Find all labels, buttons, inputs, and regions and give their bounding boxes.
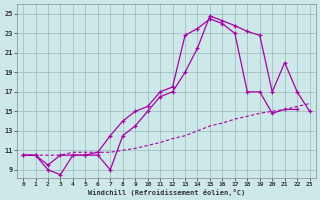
X-axis label: Windchill (Refroidissement éolien,°C): Windchill (Refroidissement éolien,°C) [88,189,245,196]
